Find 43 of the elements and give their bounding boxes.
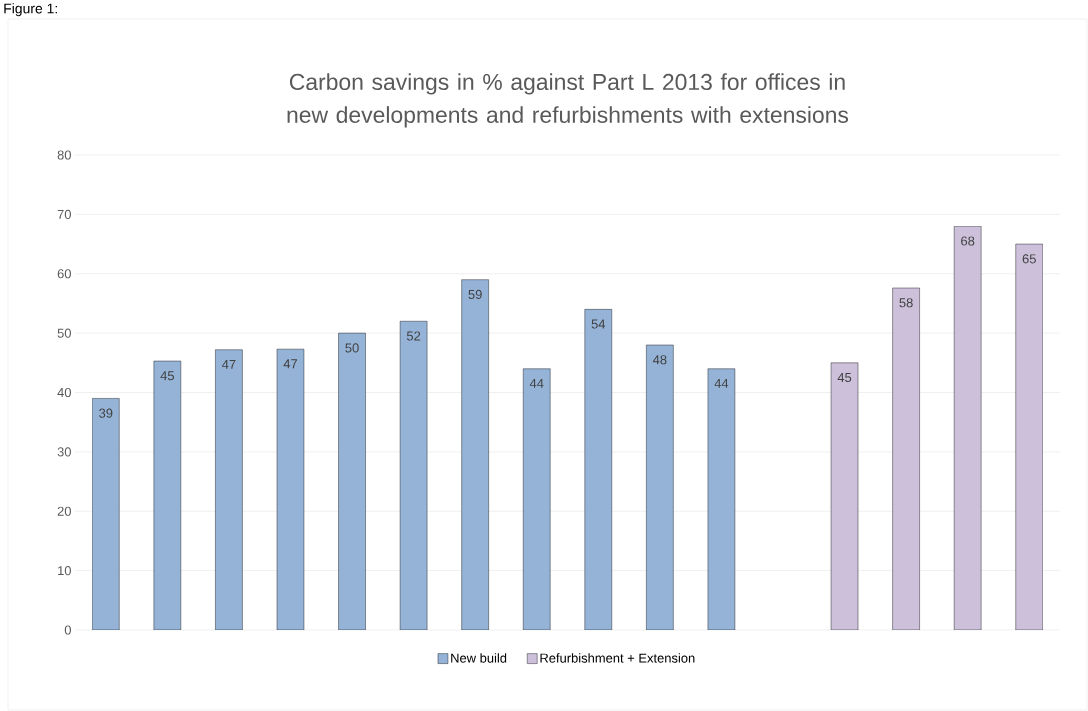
- bar: [461, 279, 489, 630]
- bar: [276, 348, 305, 630]
- y-tick-label: 20: [57, 506, 71, 516]
- y-tick-label: 70: [57, 209, 71, 219]
- bar: [892, 287, 920, 630]
- data-label: 58: [899, 298, 913, 308]
- data-label: 48: [652, 355, 667, 365]
- data-label: 54: [591, 319, 606, 329]
- y-tick-label: 50: [57, 328, 71, 338]
- data-label: 59: [468, 289, 482, 300]
- data-label: 45: [837, 373, 852, 383]
- data-label: 52: [406, 331, 421, 341]
- data-label: 68: [961, 236, 975, 246]
- bar: [399, 321, 428, 630]
- data-label: 47: [283, 359, 298, 369]
- bar: [153, 360, 182, 630]
- bar: [338, 332, 366, 630]
- y-tick-label: 10: [58, 566, 71, 576]
- bar: [1015, 243, 1043, 630]
- data-label: 39: [99, 408, 113, 418]
- legend-label: New build: [451, 653, 507, 663]
- bar: [830, 362, 859, 630]
- bar: [92, 398, 120, 630]
- bar: [707, 368, 736, 630]
- bar: [215, 349, 243, 630]
- data-label: 50: [345, 343, 359, 353]
- data-label: 45: [160, 371, 175, 381]
- y-tick-label: 30: [57, 447, 71, 457]
- y-tick-label: 60: [57, 269, 71, 279]
- data-label: 65: [1022, 254, 1036, 264]
- data-label: 47: [222, 359, 236, 369]
- y-tick-label: 80: [57, 150, 71, 160]
- bar: [646, 344, 674, 630]
- chart-title: Carbon savings in % against Part L 2013 for offices in new developments and refurbishments with extensions: [287, 73, 849, 128]
- bar: [584, 309, 612, 630]
- caption: Figure 1:: [4, 3, 57, 17]
- y-tick-label: 40: [57, 387, 71, 398]
- data-label: 44: [529, 378, 544, 388]
- bar: [523, 368, 551, 630]
- legend-label: Refurbishment + Extension: [540, 653, 695, 663]
- data-label: 44: [714, 378, 729, 388]
- y-tick-label: 0: [64, 625, 71, 635]
- bar: [953, 226, 982, 630]
